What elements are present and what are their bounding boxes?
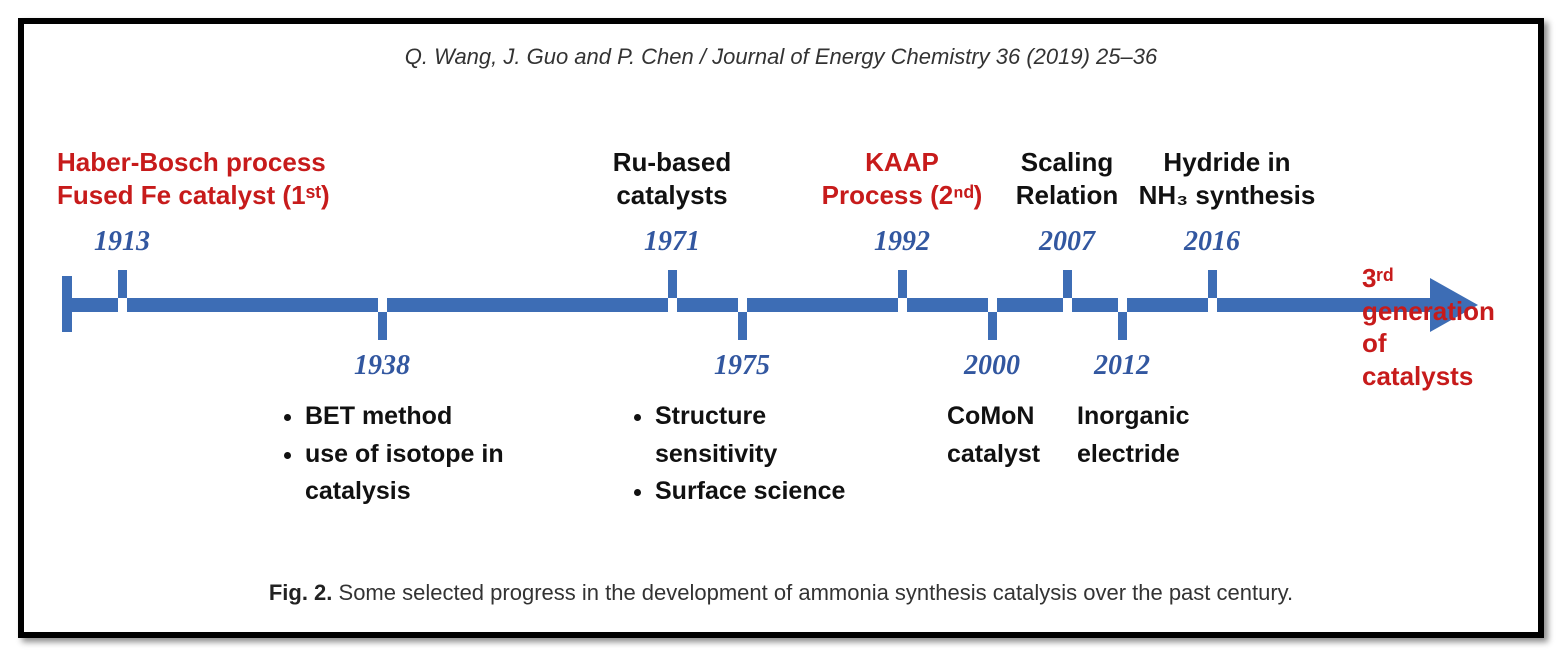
- year-2012: 2012: [1094, 350, 1150, 382]
- year-1913: 1913: [94, 226, 150, 258]
- year-1938: 1938: [354, 350, 410, 382]
- label-scaling: Scaling Relation: [1016, 146, 1119, 211]
- year-2016: 2016: [1184, 226, 1240, 258]
- label-line2: catalysts: [616, 180, 727, 210]
- caption-body: Some selected progress in the developmen…: [332, 580, 1293, 605]
- desc-line2: catalyst: [947, 440, 1040, 468]
- label-line1: Scaling: [1021, 147, 1113, 177]
- label-line2: Relation: [1016, 180, 1119, 210]
- tick-1971: [668, 270, 677, 298]
- figure-caption: Fig. 2. Some selected progress in the de…: [24, 580, 1538, 606]
- tick-2016: [1208, 270, 1217, 298]
- year-2000: 2000: [964, 350, 1020, 382]
- tick-2007: [1063, 270, 1072, 298]
- tick-gap-1938: [378, 298, 387, 312]
- label-haber-bosch: Haber-Bosch process Fused Fe catalyst (1…: [57, 146, 330, 211]
- year-1971: 1971: [644, 226, 700, 258]
- tick-1938: [378, 312, 387, 340]
- desc-line1: CoMoN: [947, 402, 1034, 430]
- label-line1: Haber-Bosch process: [57, 147, 326, 177]
- label-line2: Process (2ⁿᵈ): [822, 180, 983, 210]
- timeline: 1913 Haber-Bosch process Fused Fe cataly…: [62, 298, 1472, 318]
- bullet: BET method: [305, 398, 557, 436]
- desc-2000: CoMoN catalyst: [947, 398, 1040, 473]
- end-label-line2: of catalysts: [1362, 328, 1473, 391]
- tick-gap-1975: [738, 298, 747, 312]
- desc-line1: Inorganic: [1077, 402, 1190, 430]
- axis-line: [62, 298, 1432, 312]
- desc-1938: BET method use of isotope in catalysis: [277, 398, 557, 511]
- year-1975: 1975: [714, 350, 770, 382]
- label-line2: NH₃ synthesis: [1139, 180, 1316, 210]
- year-2007: 2007: [1039, 226, 1095, 258]
- tick-gap-1913: [118, 298, 127, 312]
- bullet: Structure sensitivity: [655, 398, 887, 473]
- label-kaap: KAAP Process (2ⁿᵈ): [822, 146, 983, 211]
- year-1992: 1992: [874, 226, 930, 258]
- end-label-line1: 3ʳᵈ generation: [1362, 263, 1495, 326]
- citation-text: Q. Wang, J. Guo and P. Chen / Journal of…: [24, 44, 1538, 70]
- tick-gap-2016: [1208, 298, 1217, 312]
- label-ru-catalysts: Ru-based catalysts: [613, 146, 731, 211]
- label-line2: Fused Fe catalyst (1ˢᵗ): [57, 180, 330, 210]
- tick-1975: [738, 312, 747, 340]
- tick-1992: [898, 270, 907, 298]
- axis-start-cap: [62, 276, 72, 332]
- label-line1: Ru-based: [613, 147, 731, 177]
- tick-1913: [118, 270, 127, 298]
- label-hydride: Hydride in NH₃ synthesis: [1139, 146, 1316, 211]
- tick-gap-2000: [988, 298, 997, 312]
- end-label: 3ʳᵈ generation of catalysts: [1362, 262, 1495, 392]
- tick-gap-1992: [898, 298, 907, 312]
- tick-gap-1971: [668, 298, 677, 312]
- label-line1: KAAP: [865, 147, 939, 177]
- label-line1: Hydride in: [1163, 147, 1290, 177]
- bullet: use of isotope in catalysis: [305, 436, 557, 511]
- figure-frame: Q. Wang, J. Guo and P. Chen / Journal of…: [18, 18, 1544, 638]
- tick-2012: [1118, 312, 1127, 340]
- tick-gap-2012: [1118, 298, 1127, 312]
- caption-prefix: Fig. 2.: [269, 580, 333, 605]
- desc-line2: electride: [1077, 440, 1180, 468]
- desc-1975: Structure sensitivity Surface science: [627, 398, 887, 511]
- desc-2012: Inorganic electride: [1077, 398, 1190, 473]
- tick-gap-2007: [1063, 298, 1072, 312]
- bullet: Surface science: [655, 473, 887, 511]
- tick-2000: [988, 312, 997, 340]
